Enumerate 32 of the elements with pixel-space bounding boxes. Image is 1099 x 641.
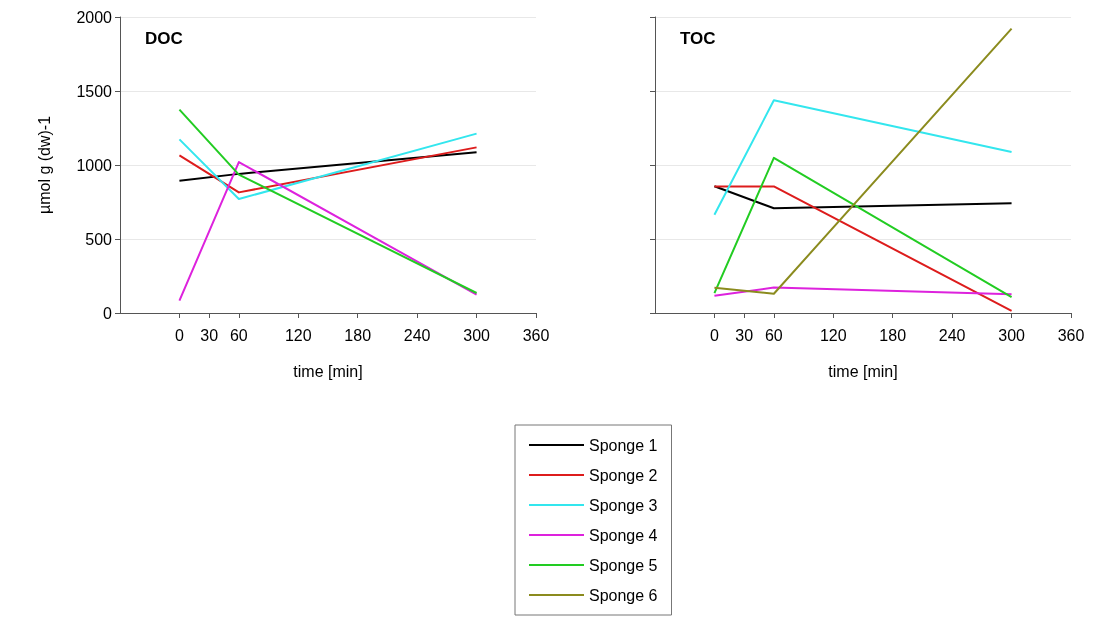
text: TOC bbox=[680, 29, 716, 48]
y-tick-label: 0 bbox=[103, 304, 113, 322]
x-tick-label: 60 bbox=[229, 326, 248, 344]
x-tick-label: 360 bbox=[522, 326, 550, 344]
x-tick-label: 60 bbox=[764, 326, 783, 344]
legend-label: Sponge 5 bbox=[589, 556, 658, 574]
x-tick-label: 300 bbox=[998, 326, 1026, 344]
legend-label: Sponge 6 bbox=[589, 586, 658, 604]
legend-label: Sponge 4 bbox=[589, 526, 658, 544]
x-tick-label: 0 bbox=[709, 326, 719, 344]
y-tick-label: 1000 bbox=[76, 156, 113, 174]
x-tick-label: 30 bbox=[735, 326, 754, 344]
text: DOC bbox=[145, 29, 183, 48]
x-tick-label: 240 bbox=[938, 326, 966, 344]
x-tick-label: 180 bbox=[879, 326, 907, 344]
x-tick-label: 0 bbox=[174, 326, 184, 344]
y-tick-label: 2000 bbox=[76, 8, 113, 26]
x-tick-label: 360 bbox=[1057, 326, 1085, 344]
legend-label: Sponge 2 bbox=[589, 466, 658, 484]
x-axis-title: time [min] bbox=[828, 362, 898, 380]
legend-label: Sponge 3 bbox=[589, 496, 658, 514]
x-axis-title: time [min] bbox=[293, 362, 363, 380]
y-tick-label: 500 bbox=[85, 230, 113, 248]
y-tick-label: 1500 bbox=[76, 82, 113, 100]
x-tick-label: 30 bbox=[200, 326, 219, 344]
x-tick-label: 300 bbox=[463, 326, 491, 344]
x-tick-label: 240 bbox=[403, 326, 431, 344]
y-axis-title: µmol g (dw)-1 bbox=[35, 115, 53, 215]
x-tick-label: 120 bbox=[284, 326, 312, 344]
x-tick-label: 180 bbox=[344, 326, 372, 344]
legend-label: Sponge 1 bbox=[589, 436, 658, 454]
x-tick-label: 120 bbox=[819, 326, 847, 344]
